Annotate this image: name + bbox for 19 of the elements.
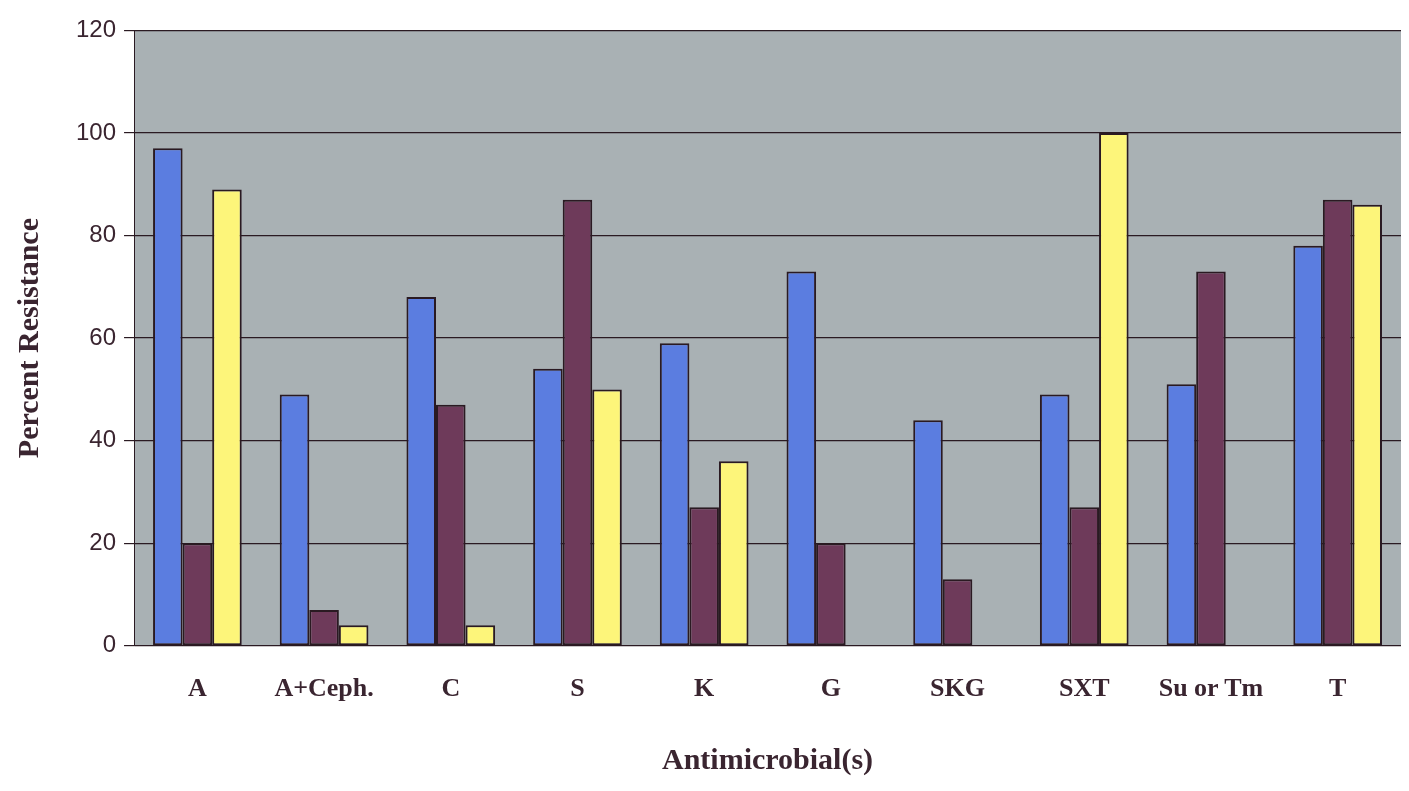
x-tick-label: Su or Tm <box>1158 673 1264 703</box>
x-axis-title: Antimicrobial(s) <box>661 741 874 776</box>
x-tick-label: C <box>441 673 461 703</box>
y-tick-label: 120 <box>76 15 117 43</box>
y-tick-label: 100 <box>76 117 117 145</box>
x-tick-label: A+Ceph. <box>274 673 374 703</box>
x-tick-label: G <box>820 673 841 703</box>
x-tick-label: T <box>1328 673 1347 703</box>
x-tick-label: SXT <box>1058 673 1110 703</box>
x-tick-label: SKG <box>930 673 986 703</box>
x-tick-label: A <box>188 673 207 703</box>
y-tick-label: 20 <box>89 527 117 555</box>
y-tick-label: 40 <box>89 425 117 453</box>
y-tick-label: 0 <box>102 630 117 658</box>
y-axis-title: Percent Resistance <box>10 218 44 459</box>
y-tick-label: 80 <box>89 220 117 248</box>
x-tick-label: K <box>694 673 716 703</box>
x-tick-label: S <box>570 673 585 703</box>
y-tick-label: 60 <box>89 322 117 350</box>
